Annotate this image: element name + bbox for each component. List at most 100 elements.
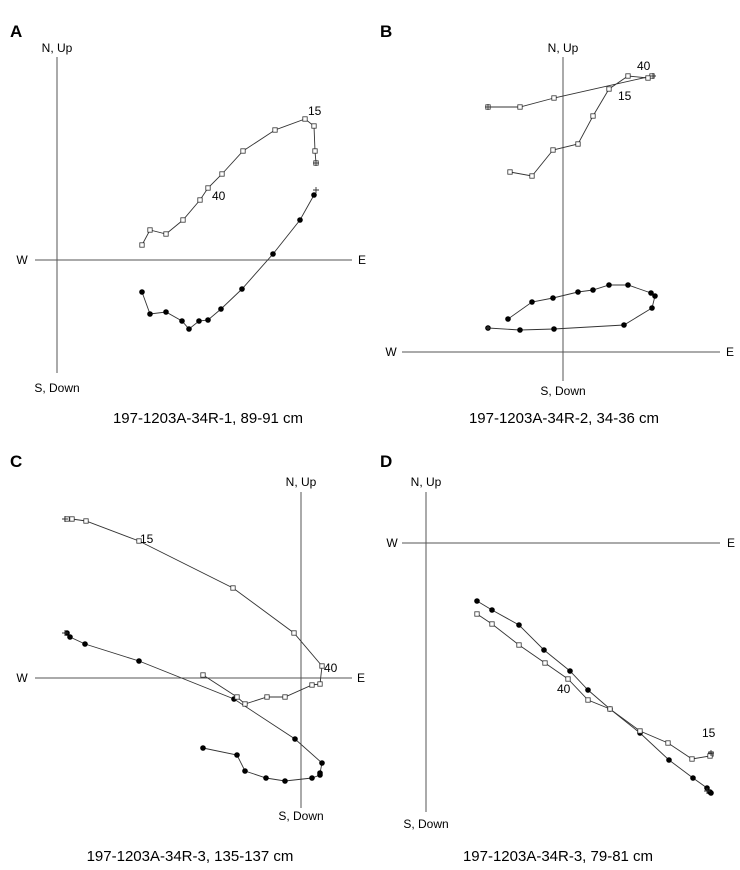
panel-a: A N, Up S, Down W E 15 40 197-1203A-34R-…	[10, 22, 366, 427]
panel-d-open-point	[689, 756, 695, 762]
panel-b-south-label: S, Down	[540, 384, 585, 398]
panel-a-open-point	[205, 185, 211, 191]
panel-d-open-point	[607, 706, 613, 712]
panel-c-open-point	[230, 585, 236, 591]
panel-a-open-point	[302, 116, 308, 122]
panel-d-filled-point	[690, 775, 696, 781]
panel-c-filled-point	[67, 634, 73, 640]
panel-a-filled-point	[205, 317, 211, 323]
panel-d-data-marks	[474, 598, 714, 796]
panel-d-filled-point	[666, 757, 672, 763]
panel-c-east-label: E	[357, 671, 365, 685]
panel-letter-d: D	[380, 452, 392, 471]
panel-d-north-label: N, Up	[411, 475, 442, 489]
panel-b-data-marks	[485, 73, 658, 333]
panel-b-filled-point	[529, 299, 535, 305]
panel-d-filled-point	[567, 668, 573, 674]
panel-a-open-point	[240, 148, 246, 154]
panel-c-filled-trace	[66, 632, 323, 782]
panel-c-open-point	[319, 663, 325, 669]
panel-a-nrm-cross	[313, 187, 319, 193]
panel-c-filled-point	[234, 752, 240, 758]
panel-c-caption: 197-1203A-34R-3, 135-137 cm	[87, 848, 294, 865]
panel-c-filled-point	[136, 658, 142, 664]
panel-d-open-point	[542, 660, 548, 666]
panel-d: D N, Up S, Down W E 40 15 197-1203A-34R-…	[380, 452, 735, 865]
panel-a-open-trace	[141, 118, 317, 246]
panel-a-annotation: 40	[212, 189, 226, 203]
panel-a-east-label: E	[358, 253, 366, 267]
panel-d-filled-point	[489, 607, 495, 613]
panel-c-open-point	[309, 682, 315, 688]
panel-d-filled-point	[541, 647, 547, 653]
panel-c-south-label: S, Down	[278, 809, 323, 823]
panel-a-nrm-cross	[313, 160, 319, 166]
panel-b-open-point	[507, 169, 513, 175]
panel-c-open-point	[282, 694, 288, 700]
panel-a-annotation: 15	[308, 104, 322, 118]
panel-a-open-point	[163, 231, 169, 237]
panel-b-filled-point	[551, 326, 557, 332]
panel-a-open-point	[311, 123, 317, 129]
panel-c-open-point	[136, 538, 142, 544]
panel-a-filled-point	[297, 217, 303, 223]
panel-a-open-point	[180, 217, 186, 223]
panel-b-caption: 197-1203A-34R-2, 34-36 cm	[469, 410, 659, 427]
panel-c-annotation: 40	[324, 661, 338, 675]
panel-d-open-point	[565, 676, 571, 682]
panel-d-caption: 197-1203A-34R-3, 79-81 cm	[463, 848, 653, 865]
panel-a-data-marks	[139, 116, 319, 332]
panel-b-filled-point	[575, 289, 581, 295]
panel-c-open-point	[317, 681, 323, 687]
panel-c-open-point	[200, 672, 206, 678]
panel-b-annotation: 40	[637, 59, 651, 73]
panel-b-annotation: 15	[618, 89, 632, 103]
panel-b-filled-trace	[487, 284, 656, 331]
panel-c-filled-point	[242, 768, 248, 774]
panel-a-filled-point	[147, 311, 153, 317]
panel-a-caption: 197-1203A-34R-1, 89-91 cm	[113, 410, 303, 427]
panel-b-filled-point	[649, 305, 655, 311]
panel-b-west-label: W	[385, 345, 397, 359]
panel-d-open-point	[474, 611, 480, 617]
panel-d-west-label: W	[386, 536, 398, 550]
panel-a-open-point	[272, 127, 278, 133]
panel-b-open-point	[551, 95, 557, 101]
panel-c-filled-point	[263, 775, 269, 781]
panel-a-open-point	[197, 197, 203, 203]
panel-a-filled-point	[311, 192, 317, 198]
panel-d-east-label: E	[727, 536, 735, 550]
panel-c-annotation: 15	[140, 532, 154, 546]
panel-c-filled-point	[319, 760, 325, 766]
panel-a-filled-point	[239, 286, 245, 292]
panel-a-filled-point	[179, 318, 185, 324]
panel-d-open-point	[637, 728, 643, 734]
panel-a-filled-point	[186, 326, 192, 332]
panel-b-filled-point	[621, 322, 627, 328]
panel-a-north-label: N, Up	[42, 41, 73, 55]
panel-d-open-trace	[476, 613, 712, 760]
panel-b-filled-point	[517, 327, 523, 333]
panel-d-annotation: 15	[702, 726, 716, 740]
panel-c: C N, Up S, Down W E 15 40 197-1203A-34R-…	[10, 452, 365, 865]
panel-d-open-point	[516, 642, 522, 648]
panel-c-west-label: W	[16, 671, 28, 685]
panel-c-filled-point	[292, 736, 298, 742]
panel-d-open-point	[585, 697, 591, 703]
panel-b-open-point	[575, 141, 581, 147]
panel-b-open-point	[606, 86, 612, 92]
panel-b-filled-point	[590, 287, 596, 293]
panel-c-filled-point	[200, 745, 206, 751]
panel-a-filled-trace	[141, 194, 315, 330]
panel-b-east-label: E	[726, 345, 734, 359]
panel-c-open-point	[234, 694, 240, 700]
panel-c-open-point	[264, 694, 270, 700]
panel-c-open-point	[83, 518, 89, 524]
panel-a-filled-point	[139, 289, 145, 295]
panel-a-filled-point	[196, 318, 202, 324]
panel-c-filled-point	[282, 778, 288, 784]
panel-d-annotation: 40	[557, 682, 571, 696]
panel-b: B N, Up S, Down W E 40 15 197-1203A-34R-…	[380, 22, 734, 427]
panel-b-filled-point	[505, 316, 511, 322]
